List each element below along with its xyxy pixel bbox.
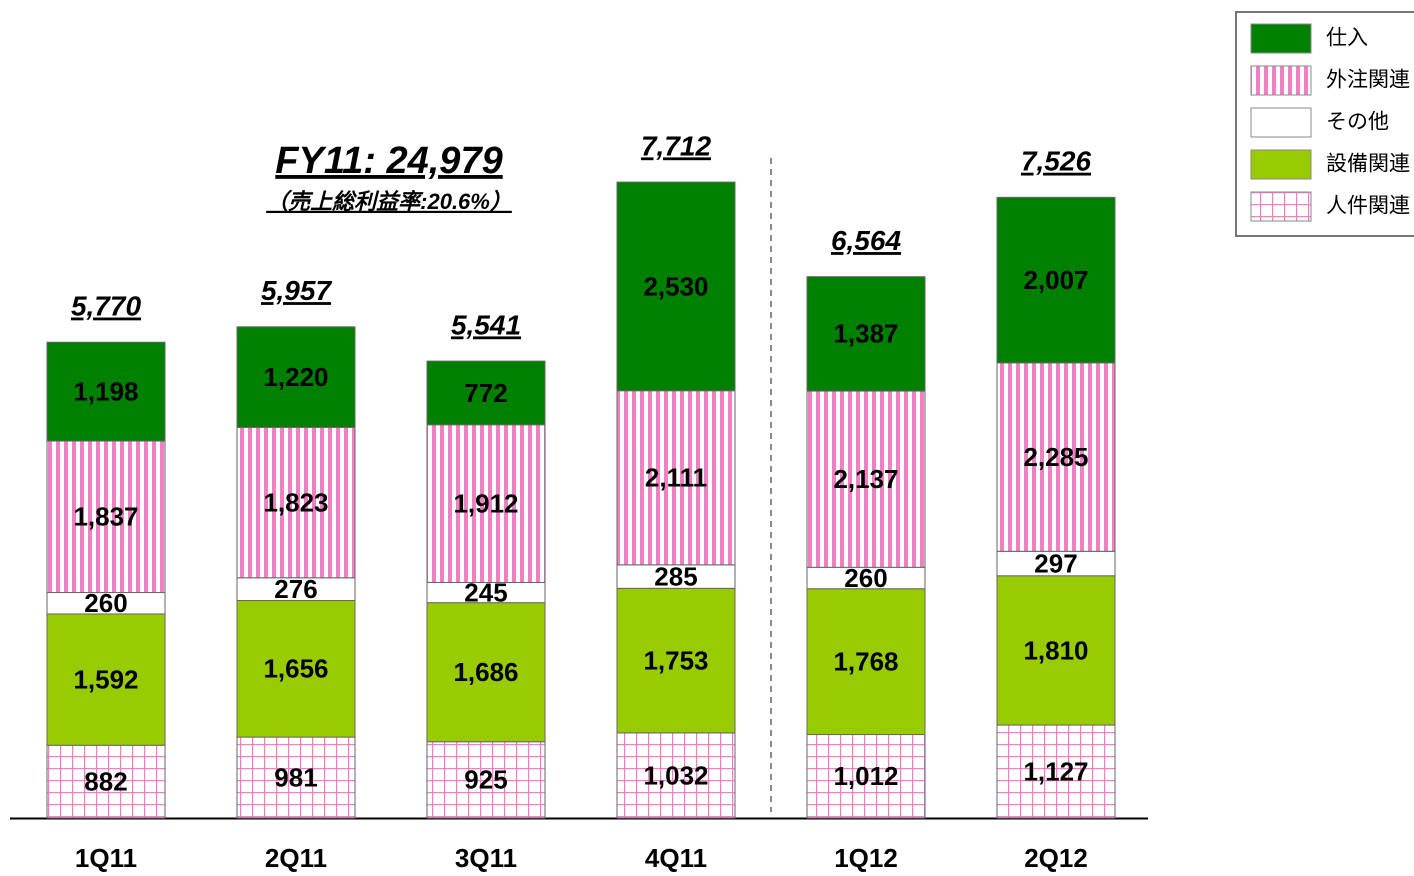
value-label: 2,530	[643, 271, 708, 301]
value-label: 2,137	[833, 464, 898, 494]
bar-segment	[806, 734, 926, 819]
value-label: 276	[274, 574, 317, 604]
legend-label: 仕入	[1326, 27, 1368, 50]
value-label: 2,007	[1023, 265, 1088, 295]
value-label: 1,592	[73, 664, 138, 694]
legend-swatch	[1250, 191, 1312, 222]
x-tick-label: 1Q12	[834, 843, 898, 873]
value-label: 925	[464, 765, 507, 795]
annotation: （売上総利益率:20.6%）	[266, 189, 512, 214]
legend-swatch	[1250, 107, 1312, 138]
bar-segment	[236, 600, 356, 738]
bar-segment	[616, 587, 736, 734]
bar-segment	[426, 602, 546, 743]
bar-segment	[616, 390, 736, 566]
value-label: 1,032	[643, 760, 708, 790]
value-label: 1,686	[453, 657, 518, 687]
legend-label: その他	[1326, 111, 1389, 134]
value-label: 1,198	[73, 377, 138, 407]
value-label: 1,656	[263, 654, 328, 684]
bar-segment	[996, 362, 1116, 552]
total-label: 6,564	[831, 225, 901, 256]
value-label: 1,012	[833, 761, 898, 791]
x-tick-label: 2Q11	[265, 843, 327, 873]
value-label: 981	[274, 762, 317, 792]
bar-segment	[236, 426, 356, 579]
value-label: 1,387	[833, 319, 898, 349]
value-label: 2,285	[1023, 442, 1088, 472]
total-label: 5,957	[261, 275, 332, 306]
value-label: 1,810	[1023, 635, 1088, 665]
value-label: 882	[84, 767, 127, 797]
bar-segment	[616, 181, 736, 392]
value-label: 260	[844, 563, 887, 593]
legend-label: 人件関連	[1326, 195, 1410, 218]
bar-segment	[46, 440, 166, 594]
bar-segment	[426, 424, 546, 583]
bar-segment	[236, 736, 356, 819]
x-tick-label: 2Q12	[1024, 843, 1088, 873]
x-tick-label: 1Q11	[75, 843, 137, 873]
bar-segment	[46, 613, 166, 746]
bar-segment	[996, 196, 1116, 364]
value-label: 260	[84, 588, 127, 618]
bar-segment	[46, 744, 166, 819]
x-tick-label: 4Q11	[645, 843, 707, 873]
value-label: 1,823	[263, 487, 328, 517]
value-label: 1,768	[833, 647, 898, 677]
value-label: 1,837	[73, 502, 138, 532]
x-tick-label: 3Q11	[455, 843, 517, 873]
bar-segment	[996, 550, 1116, 577]
value-label: 2,111	[645, 463, 707, 493]
value-label: 772	[464, 378, 507, 408]
value-label: 285	[654, 561, 697, 591]
bar-segment	[806, 390, 926, 568]
total-label: 5,770	[71, 291, 141, 322]
total-label: 5,541	[451, 309, 521, 340]
bar-segment	[616, 732, 736, 819]
bar-segment	[426, 360, 546, 426]
legend-label: 外注関連	[1326, 69, 1410, 92]
bar-segment	[236, 326, 356, 428]
legend-swatch	[1250, 149, 1312, 180]
bar-segment	[996, 575, 1116, 726]
bar-segment	[806, 276, 926, 392]
value-label: 1,220	[263, 362, 328, 392]
value-label: 297	[1034, 548, 1077, 578]
bar-segment	[806, 588, 926, 736]
value-label: 1,127	[1023, 756, 1088, 786]
legend-swatch	[1250, 65, 1312, 96]
annotation: FY11: 24,979	[275, 140, 502, 182]
bar-segment	[46, 341, 166, 442]
value-label: 1,753	[643, 645, 708, 675]
total-label: 7,526	[1021, 146, 1091, 177]
bar-segment	[996, 724, 1116, 819]
bar-segment	[426, 741, 546, 819]
legend-swatch	[1250, 23, 1312, 54]
value-label: 1,912	[453, 489, 518, 519]
total-label: 7,712	[641, 130, 711, 161]
legend-label: 設備関連	[1326, 153, 1410, 176]
